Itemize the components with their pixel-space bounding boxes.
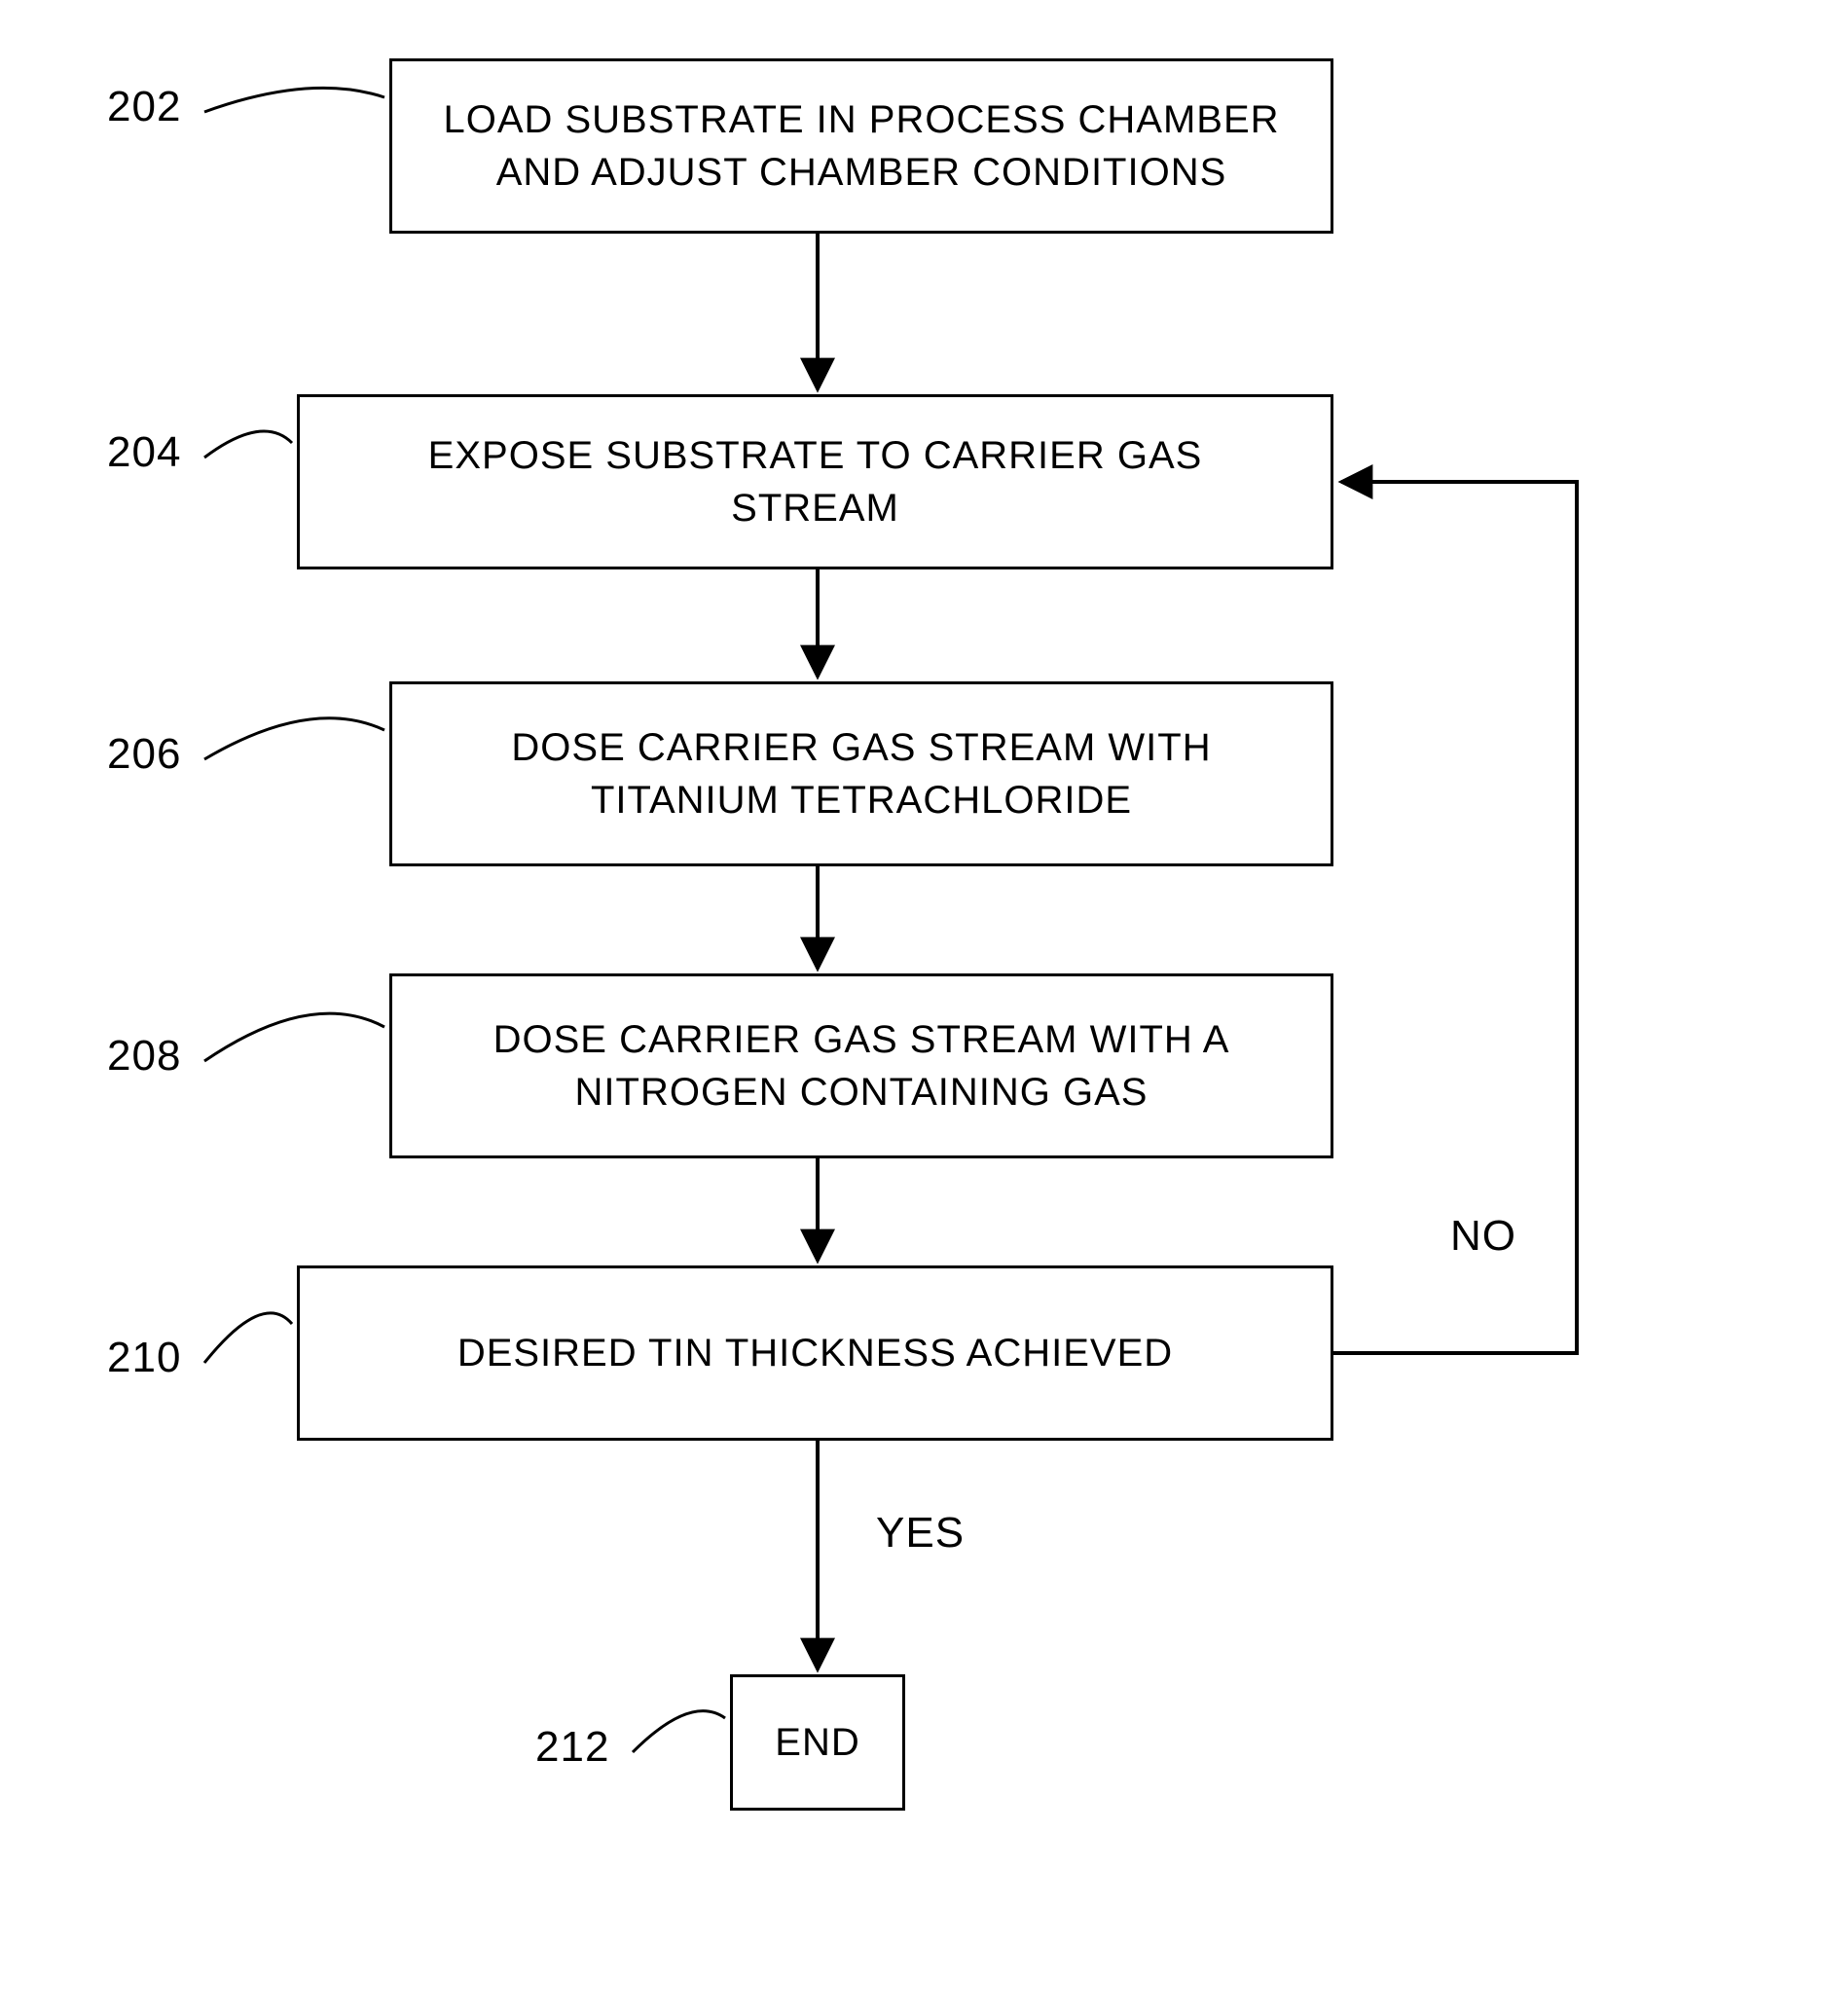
step-text: END: [775, 1716, 859, 1769]
ref-num-210: 210: [107, 1334, 181, 1382]
edge-label-yes: YES: [876, 1509, 965, 1558]
flowchart-container: LOAD SUBSTRATE IN PROCESS CHAMBER AND AD…: [117, 58, 1723, 1966]
step-text: DOSE CARRIER GAS STREAM WITH TITANIUM TE…: [431, 721, 1292, 826]
ref-num-212: 212: [535, 1723, 609, 1772]
step-text: EXPOSE SUBSTRATE TO CARRIER GAS STREAM: [339, 429, 1292, 534]
step-text: LOAD SUBSTRATE IN PROCESS CHAMBER AND AD…: [431, 93, 1292, 199]
ref-num-202: 202: [107, 83, 181, 131]
ref-num-206: 206: [107, 730, 181, 779]
step-dose-nitrogen: DOSE CARRIER GAS STREAM WITH A NITROGEN …: [389, 973, 1333, 1158]
step-text: DESIRED TIN THICKNESS ACHIEVED: [457, 1327, 1173, 1379]
ref-num-204: 204: [107, 428, 181, 477]
ref-num-208: 208: [107, 1032, 181, 1081]
step-load-substrate: LOAD SUBSTRATE IN PROCESS CHAMBER AND AD…: [389, 58, 1333, 234]
step-text: DOSE CARRIER GAS STREAM WITH A NITROGEN …: [431, 1013, 1292, 1118]
decision-thickness: DESIRED TIN THICKNESS ACHIEVED: [297, 1265, 1333, 1441]
terminal-end: END: [730, 1674, 905, 1811]
step-expose-substrate: EXPOSE SUBSTRATE TO CARRIER GAS STREAM: [297, 394, 1333, 569]
edge-label-no: NO: [1450, 1212, 1516, 1261]
step-dose-ticl4: DOSE CARRIER GAS STREAM WITH TITANIUM TE…: [389, 681, 1333, 866]
